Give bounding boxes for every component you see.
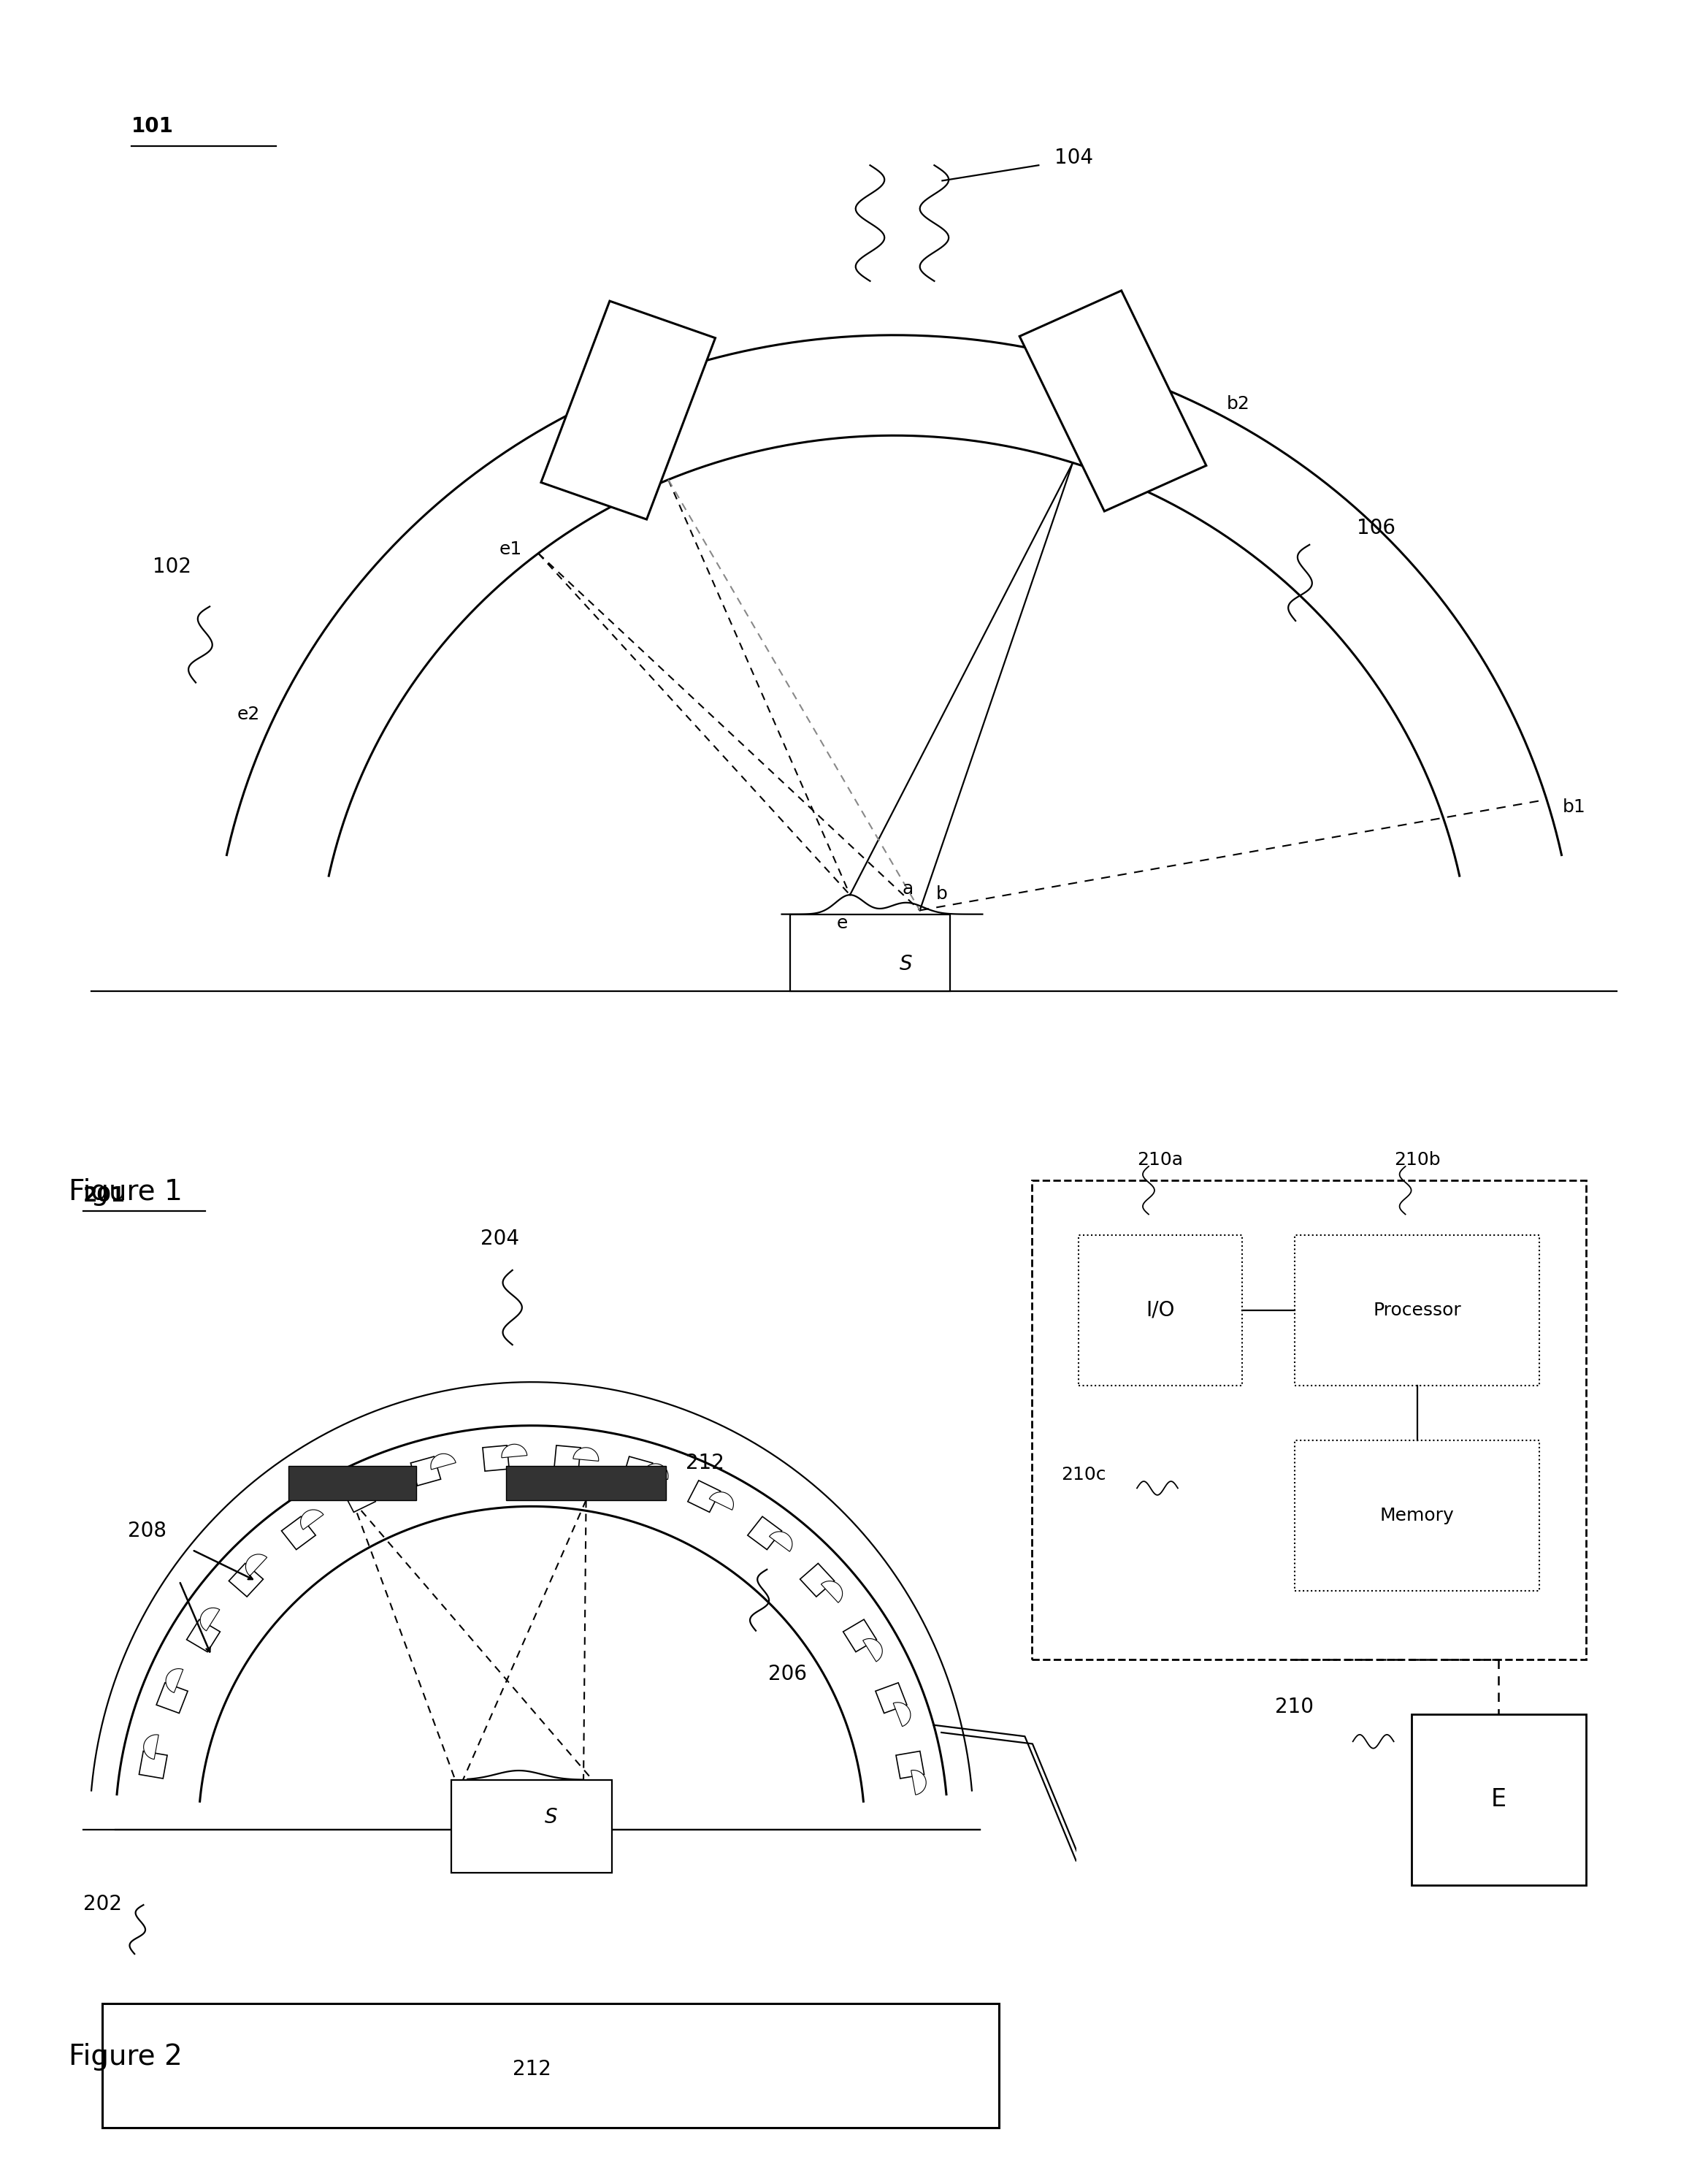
Text: e1: e1 <box>499 540 523 558</box>
Polygon shape <box>143 1734 159 1760</box>
Text: Figure 2: Figure 2 <box>68 2043 183 2071</box>
Polygon shape <box>282 1516 316 1550</box>
Polygon shape <box>1020 290 1206 510</box>
Text: E: E <box>1491 1788 1506 1812</box>
Text: 210: 210 <box>1276 1697 1313 1717</box>
Polygon shape <box>200 1609 220 1630</box>
Text: 204: 204 <box>480 1228 519 1250</box>
Polygon shape <box>166 1669 183 1693</box>
Polygon shape <box>822 1580 842 1602</box>
Bar <box>506 1466 666 1500</box>
Text: b1: b1 <box>1563 798 1587 815</box>
Text: S: S <box>545 1807 557 1827</box>
Bar <box>1411 1714 1587 1885</box>
Text: 212: 212 <box>512 2058 552 2080</box>
Polygon shape <box>863 1639 883 1663</box>
Text: 202: 202 <box>84 1894 121 1913</box>
Text: 212: 212 <box>685 1453 724 1472</box>
Polygon shape <box>574 1449 598 1462</box>
Polygon shape <box>138 1751 167 1779</box>
Polygon shape <box>893 1701 910 1727</box>
Polygon shape <box>688 1481 721 1511</box>
Polygon shape <box>502 1444 528 1457</box>
Polygon shape <box>410 1457 441 1485</box>
Text: 102: 102 <box>152 556 191 577</box>
Text: a: a <box>902 880 914 897</box>
Text: I/O: I/O <box>1146 1299 1175 1321</box>
Polygon shape <box>362 1477 388 1494</box>
Bar <box>1295 1235 1539 1386</box>
Text: Processor: Processor <box>1373 1302 1460 1319</box>
Polygon shape <box>343 1481 376 1511</box>
Bar <box>1032 1180 1587 1660</box>
Polygon shape <box>910 1771 926 1794</box>
Polygon shape <box>483 1446 509 1470</box>
Text: b2: b2 <box>1226 396 1250 413</box>
Text: 106: 106 <box>1356 519 1395 538</box>
Text: a1: a1 <box>1081 435 1103 452</box>
Bar <box>289 1466 417 1500</box>
Text: 104: 104 <box>1054 147 1093 169</box>
Polygon shape <box>229 1563 263 1598</box>
Polygon shape <box>748 1516 782 1550</box>
Text: b: b <box>936 884 948 904</box>
Text: e2: e2 <box>237 705 260 722</box>
Polygon shape <box>844 1619 876 1652</box>
Polygon shape <box>541 301 716 519</box>
Polygon shape <box>622 1457 652 1485</box>
Polygon shape <box>897 1751 924 1779</box>
Polygon shape <box>769 1531 793 1552</box>
Polygon shape <box>301 1509 323 1531</box>
Polygon shape <box>799 1563 835 1598</box>
Text: Memory: Memory <box>1380 1507 1454 1524</box>
Polygon shape <box>709 1492 733 1509</box>
Polygon shape <box>644 1464 668 1479</box>
Text: 101: 101 <box>132 117 174 136</box>
Polygon shape <box>553 1446 581 1470</box>
Polygon shape <box>246 1554 266 1576</box>
Polygon shape <box>876 1682 907 1712</box>
Polygon shape <box>186 1619 220 1652</box>
Bar <box>102 2004 999 2127</box>
Text: 210c: 210c <box>1061 1466 1107 1483</box>
Text: a2: a2 <box>634 450 656 469</box>
Text: 210b: 210b <box>1394 1150 1440 1167</box>
Bar <box>789 915 950 992</box>
Polygon shape <box>157 1682 188 1712</box>
Text: 208: 208 <box>128 1522 167 1542</box>
Polygon shape <box>430 1453 456 1470</box>
Text: Figure 1: Figure 1 <box>68 1178 183 1206</box>
Text: 206: 206 <box>769 1665 808 1684</box>
Bar <box>1295 1440 1539 1591</box>
Text: S: S <box>900 953 912 975</box>
Bar <box>1079 1235 1242 1386</box>
Text: 210a: 210a <box>1138 1150 1184 1167</box>
Bar <box>451 1779 611 1872</box>
Text: 201: 201 <box>84 1185 126 1206</box>
Text: e: e <box>837 915 847 932</box>
